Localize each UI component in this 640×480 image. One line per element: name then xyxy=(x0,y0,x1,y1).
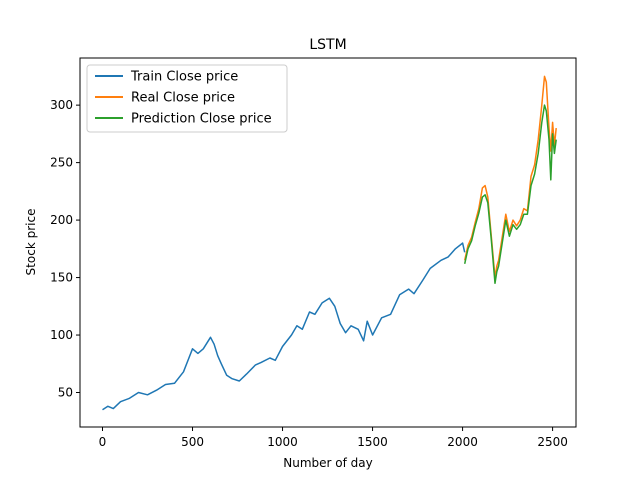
legend-label-0: Train Close price xyxy=(130,70,238,85)
x-axis-label: Number of day xyxy=(283,456,372,470)
y-axis-label: Stock price xyxy=(24,209,38,276)
y-tick-label: 300 xyxy=(50,98,73,112)
chart-title: LSTM xyxy=(309,37,346,53)
y-tick-label: 50 xyxy=(58,386,73,400)
y-tick-label: 100 xyxy=(50,328,73,342)
y-tick-label: 250 xyxy=(50,156,73,170)
x-tick-label: 2000 xyxy=(447,435,478,449)
x-axis-ticks: 0 500 1000 1500 2000 2500 xyxy=(99,427,568,449)
legend: Train Close price Real Close price Predict… xyxy=(86,64,288,133)
x-tick-label: 2500 xyxy=(537,435,568,449)
y-axis-ticks: 50 100 150 200 250 300 xyxy=(50,98,80,400)
x-tick-label: 1000 xyxy=(267,435,298,449)
legend-label-1: Real Close price xyxy=(131,91,235,106)
legend-box xyxy=(86,64,288,133)
axes-frame xyxy=(79,57,577,428)
plot-area xyxy=(102,75,557,411)
y-tick-label: 200 xyxy=(50,213,73,227)
x-tick-label: 500 xyxy=(181,435,204,449)
series-line-0 xyxy=(102,242,466,411)
series-line-2 xyxy=(463,104,557,285)
legend-label-2: Prediction Close price xyxy=(131,112,272,127)
x-tick-label: 1500 xyxy=(357,435,388,449)
series-line-1 xyxy=(463,75,557,279)
y-tick-label: 150 xyxy=(50,271,73,285)
x-tick-label: 0 xyxy=(99,435,107,449)
